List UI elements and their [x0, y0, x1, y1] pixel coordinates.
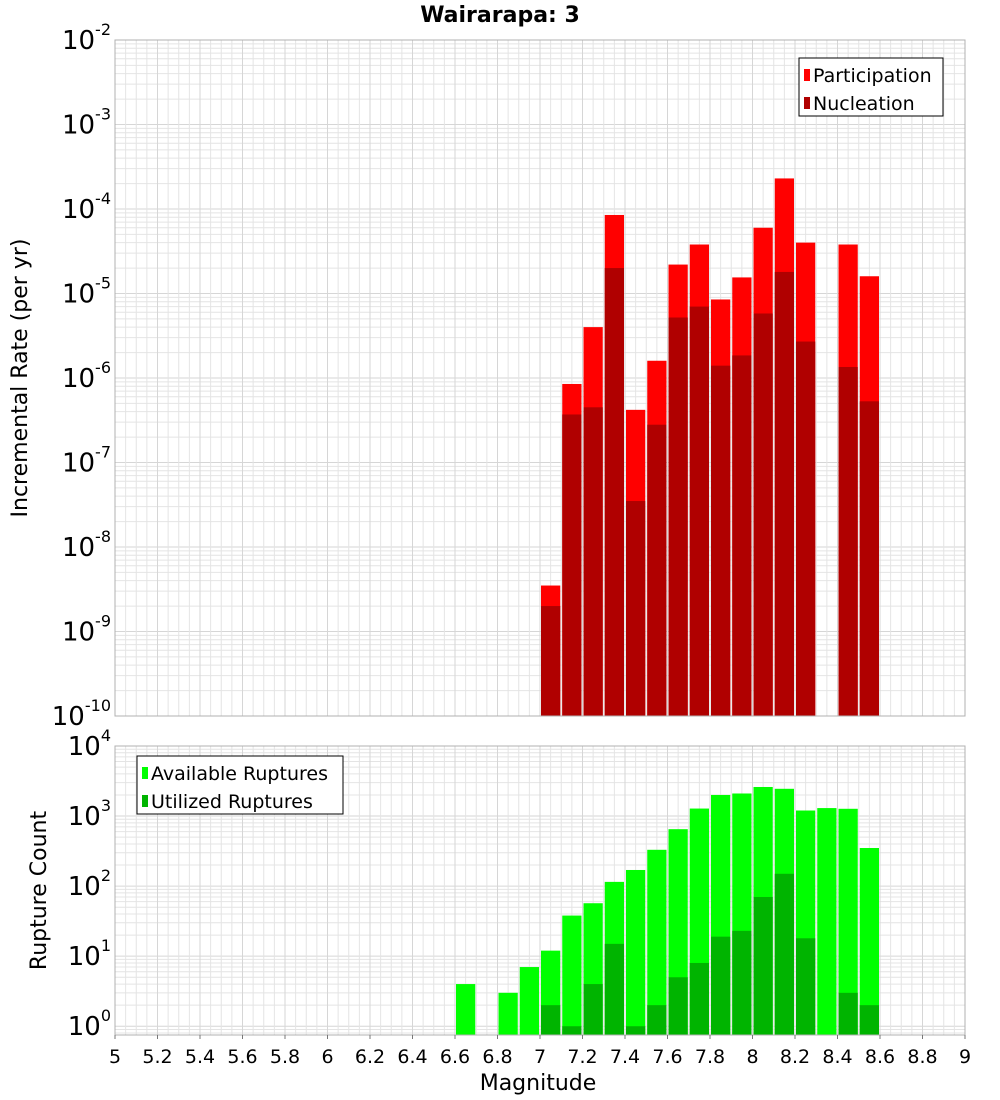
utilized-ruptures-bar: [626, 1026, 646, 1035]
top-legend-box: [798, 57, 944, 117]
nucleation-bar: [838, 366, 858, 716]
bottom-y-tick-label: 101: [68, 936, 111, 972]
top-plot-border: [114, 39, 966, 717]
utilized-ruptures-bar: [753, 896, 773, 1035]
x-tick-label: 5.2: [142, 1046, 172, 1068]
utilized-ruptures-bar: [541, 1005, 561, 1035]
utilized-ruptures-bar: [668, 977, 688, 1035]
top-y-tick-label: 10-7: [62, 443, 111, 479]
nucleation-bar: [711, 365, 731, 716]
x-tick-label: 7.6: [652, 1046, 682, 1068]
bottom-legend-box: [136, 755, 344, 815]
bottom-legend-swatch: [142, 767, 148, 779]
top-y-tick-label: 10-4: [62, 189, 111, 225]
bottom-legend-label: Available Ruptures: [151, 763, 328, 785]
nucleation-bar: [689, 306, 709, 716]
bottom-legend-swatch: [142, 795, 148, 807]
x-tick-label: 6.6: [440, 1046, 470, 1068]
nucleation-bar: [583, 407, 603, 716]
available-ruptures-bar: [838, 808, 858, 1035]
top-y-tick-label: 10-2: [62, 20, 111, 56]
x-tick-label: 6: [321, 1046, 333, 1068]
nucleation-bar: [647, 424, 667, 716]
bottom-y-tick-label: 100: [68, 1006, 111, 1042]
x-tick-label: 7.2: [567, 1046, 597, 1068]
utilized-ruptures-bar: [774, 873, 794, 1035]
available-ruptures-bar: [519, 967, 539, 1035]
x-tick-label: 8: [746, 1046, 758, 1068]
x-tick-label: 6.2: [355, 1046, 385, 1068]
top-legend-label: Participation: [813, 65, 932, 87]
top-legend-swatch: [804, 69, 810, 81]
nucleation-bar: [796, 341, 816, 716]
x-tick-label: 6.4: [397, 1046, 427, 1068]
x-tick-label: 5: [109, 1046, 121, 1068]
top-legend-swatch: [804, 97, 810, 109]
x-tick-label: 7.4: [610, 1046, 640, 1068]
available-ruptures-bar: [859, 848, 879, 1035]
nucleation-bar: [604, 268, 624, 716]
utilized-ruptures-bar: [562, 1026, 582, 1035]
x-axis-title: Magnitude: [480, 1071, 597, 1096]
nucleation-bar: [626, 501, 646, 716]
bottom-y-axis-title: Rupture Count: [27, 811, 52, 971]
available-ruptures-bar: [626, 869, 646, 1035]
utilized-ruptures-bar: [711, 936, 731, 1035]
available-ruptures-bar: [456, 984, 476, 1035]
utilized-ruptures-bar: [647, 1005, 667, 1035]
x-tick-label: 7: [534, 1046, 546, 1068]
x-tick-label: 5.8: [270, 1046, 300, 1068]
x-tick-label: 6.8: [482, 1046, 512, 1068]
top-y-tick-label: 10-5: [62, 274, 111, 310]
top-y-tick-label: 10-6: [62, 358, 111, 394]
bottom-y-tick-label: 104: [68, 726, 111, 762]
nucleation-bar: [859, 401, 879, 716]
utilized-ruptures-bar: [583, 984, 603, 1035]
x-tick-label: 5.6: [227, 1046, 257, 1068]
available-ruptures-bar: [562, 915, 582, 1035]
available-ruptures-bar: [817, 808, 837, 1035]
nucleation-bar: [774, 271, 794, 716]
available-ruptures-bar: [647, 849, 667, 1035]
chart-title: Wairarapa: 3: [420, 3, 580, 28]
utilized-ruptures-bar: [732, 930, 752, 1035]
nucleation-bar: [541, 606, 561, 716]
bottom-y-tick-label: 102: [68, 866, 111, 902]
bottom-y-tick-label: 103: [68, 796, 111, 832]
utilized-ruptures-bar: [689, 962, 709, 1035]
x-tick-label: 5.4: [185, 1046, 215, 1068]
nucleation-bar: [753, 313, 773, 716]
x-tick-label: 8.4: [822, 1046, 852, 1068]
nucleation-bar: [732, 355, 752, 716]
nucleation-bar: [562, 414, 582, 716]
x-tick-label: 7.8: [695, 1046, 725, 1068]
nucleation-bar: [668, 317, 688, 716]
top-y-tick-label: 10-8: [62, 527, 111, 563]
top-legend-label: Nucleation: [813, 93, 915, 115]
utilized-ruptures-bar: [796, 938, 816, 1035]
utilized-ruptures-bar: [838, 992, 858, 1035]
top-y-tick-label: 10-9: [62, 612, 111, 648]
top-y-axis-title: Incremental Rate (per yr): [8, 239, 33, 518]
utilized-ruptures-bar: [604, 943, 624, 1035]
top-y-tick-label: 10-3: [62, 105, 111, 141]
x-tick-label: 8.6: [865, 1046, 895, 1068]
available-ruptures-bar: [498, 992, 518, 1035]
x-tick-label: 9: [959, 1046, 971, 1068]
bottom-legend-label: Utilized Ruptures: [151, 791, 313, 813]
utilized-ruptures-bar: [859, 1005, 879, 1035]
x-tick-label: 8.2: [780, 1046, 810, 1068]
x-tick-label: 8.8: [907, 1046, 937, 1068]
